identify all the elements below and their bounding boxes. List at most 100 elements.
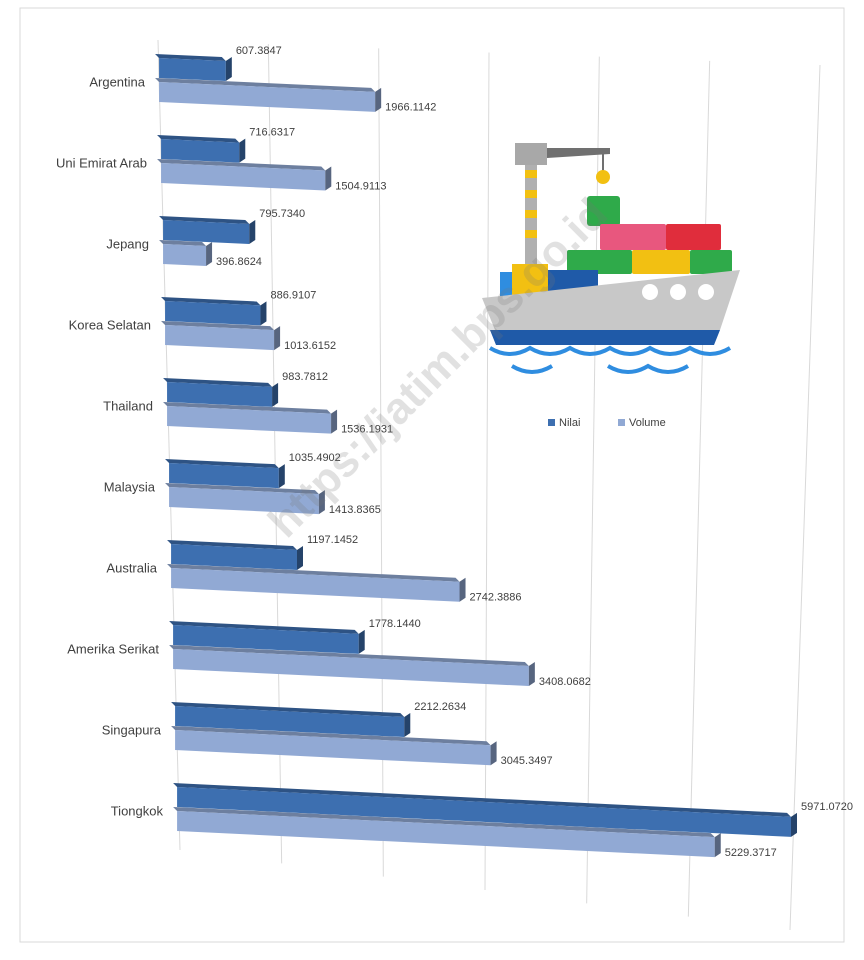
value-label: 1536.1931 xyxy=(341,424,393,436)
bar-top xyxy=(169,645,529,667)
bar-side xyxy=(791,812,798,837)
bar xyxy=(161,139,240,163)
value-label: 3045.3497 xyxy=(501,755,553,767)
bar-side xyxy=(274,326,281,351)
legend-swatch xyxy=(548,419,555,426)
value-label: 5229.3717 xyxy=(725,847,777,859)
bar xyxy=(167,406,332,434)
bar-side xyxy=(239,138,246,163)
bar-top xyxy=(157,159,326,171)
bar-top xyxy=(163,378,273,387)
bar xyxy=(175,730,491,766)
bar-top xyxy=(159,240,207,246)
value-label: 1778.1440 xyxy=(369,618,421,630)
value-label: 2742.3886 xyxy=(470,592,522,604)
bar-side xyxy=(714,833,721,858)
bar-side xyxy=(490,741,497,766)
bar-top xyxy=(157,135,240,143)
bar xyxy=(169,463,279,489)
value-label: 886.9107 xyxy=(270,289,316,301)
bar xyxy=(163,244,207,266)
y-tick-label: Jepang xyxy=(106,236,149,251)
value-label: 3408.0682 xyxy=(539,676,591,688)
value-label: 795.7340 xyxy=(259,208,305,220)
bar-side xyxy=(459,577,466,602)
bar xyxy=(173,649,529,687)
bar xyxy=(159,58,226,82)
bar-side xyxy=(358,629,365,654)
bar xyxy=(173,625,359,654)
bar xyxy=(163,220,250,244)
bar-top xyxy=(165,459,279,469)
value-label: 1966.1142 xyxy=(385,102,436,114)
ship-icon xyxy=(482,143,740,374)
y-tick-label: Singapura xyxy=(102,722,162,737)
bar-top xyxy=(155,54,226,62)
bar xyxy=(177,811,715,858)
legend-swatch xyxy=(618,419,625,426)
y-tick-label: Amerika Serikat xyxy=(67,641,159,656)
value-label: 716.6317 xyxy=(249,126,295,138)
bar xyxy=(169,487,319,515)
grid-line xyxy=(687,60,711,917)
bar-side xyxy=(331,409,338,434)
bar xyxy=(171,544,297,570)
bar-side xyxy=(375,87,382,112)
bar-side xyxy=(318,490,325,515)
value-label: 2212.2634 xyxy=(414,701,466,713)
bar-side xyxy=(325,166,332,191)
bar xyxy=(165,301,261,326)
bar-side xyxy=(272,382,279,407)
bar-side xyxy=(225,57,232,82)
bar xyxy=(165,325,275,351)
bar-top xyxy=(171,702,405,718)
bar-side xyxy=(278,464,285,489)
y-tick-label: Uni Emirat Arab xyxy=(56,155,147,170)
legend-label: Nilai xyxy=(559,417,580,429)
bars: Argentina 607.3847 1966.1142 Uni Emirat Ara… xyxy=(56,45,853,859)
bar xyxy=(175,706,405,738)
y-tick-label: Australia xyxy=(106,560,157,575)
bar xyxy=(159,82,376,112)
bar-top xyxy=(167,540,297,550)
bar-side xyxy=(260,301,267,326)
bar-top xyxy=(171,726,491,746)
value-label: 607.3847 xyxy=(236,45,282,57)
bar-side xyxy=(404,713,411,738)
bar-top xyxy=(167,564,460,582)
y-tick-label: Korea Selatan xyxy=(69,317,151,332)
value-label: 396.8624 xyxy=(216,256,262,268)
value-label: 1197.1452 xyxy=(307,534,358,546)
bar-top xyxy=(159,216,250,224)
y-tick-label: Thailand xyxy=(103,398,153,413)
legend: Nilai Volume xyxy=(548,417,666,429)
value-label: 1504.9113 xyxy=(335,180,386,192)
bar-top xyxy=(161,321,275,331)
bar-top xyxy=(163,402,332,414)
value-label: 1413.8365 xyxy=(329,504,381,516)
bar-top xyxy=(173,783,792,817)
bar-top xyxy=(165,483,319,495)
bar-side xyxy=(296,545,303,570)
y-tick-label: Tiongkok xyxy=(111,803,164,818)
y-tick-label: Malaysia xyxy=(104,479,156,494)
bar xyxy=(171,568,460,602)
bar-side xyxy=(206,241,213,266)
grid-line xyxy=(789,64,821,931)
legend-label: Volume xyxy=(629,417,666,429)
bar-top xyxy=(161,297,261,306)
bar xyxy=(167,382,273,407)
bar xyxy=(177,787,792,837)
value-label: 983.7812 xyxy=(282,371,328,383)
bar-top xyxy=(155,78,376,92)
value-label: 5971.0720 xyxy=(801,801,853,813)
bar-side xyxy=(249,219,256,244)
bar-top xyxy=(169,621,359,634)
y-tick-label: Argentina xyxy=(89,74,145,89)
bar-side xyxy=(528,662,535,687)
value-label: 1035.4902 xyxy=(289,452,341,464)
bar-top xyxy=(173,807,715,838)
bar xyxy=(161,163,326,191)
value-label: 1013.6152 xyxy=(284,340,336,352)
